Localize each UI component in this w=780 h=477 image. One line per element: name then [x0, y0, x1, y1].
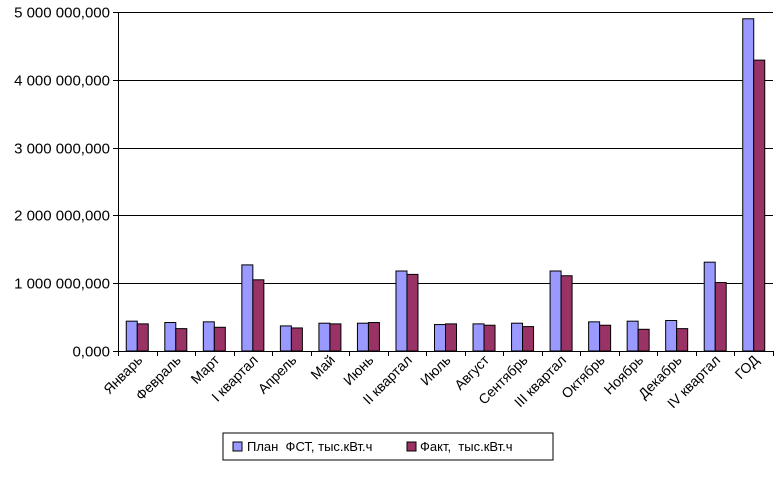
- legend: План ФСТ, тыс.кВт.ч Факт, тыс.кВт.ч: [222, 432, 554, 461]
- bar-fact: [175, 328, 188, 352]
- x-tick-label: Июнь: [340, 352, 376, 388]
- bar-plan: [202, 321, 215, 352]
- legend-frame: [222, 432, 554, 461]
- x-tick-label: Май: [307, 352, 338, 383]
- axes: [113, 12, 774, 356]
- bar-fact: [522, 326, 535, 352]
- y-tick-label: 5 000 000,000: [14, 5, 110, 22]
- bar-fact: [753, 59, 766, 352]
- bar-fact: [676, 328, 689, 352]
- bar-plan: [395, 270, 408, 352]
- bar-fact: [290, 327, 303, 352]
- y-tick-label: 1 000 000,000: [14, 276, 110, 293]
- legend-label-fact: Факт, тыс.кВт.ч: [420, 439, 513, 454]
- bar-plan: [164, 322, 177, 352]
- bar-plan: [356, 322, 369, 352]
- y-tick-label: 4 000 000,000: [14, 73, 110, 90]
- y-tick-label: 0,000: [72, 344, 110, 361]
- bar-fact: [560, 275, 573, 352]
- bar-plan: [742, 18, 755, 352]
- bar-fact: [445, 323, 457, 352]
- bar-plan: [318, 322, 331, 352]
- bar-fact: [136, 323, 149, 352]
- bar-plan: [626, 320, 639, 352]
- bar-fact: [483, 324, 496, 352]
- bar-fact: [637, 328, 650, 352]
- bar-plan: [665, 319, 678, 352]
- bar-plan: [511, 322, 524, 352]
- legend-swatch-fact: [406, 441, 417, 452]
- x-tick-label: ГОД: [732, 351, 763, 382]
- legend-label-plan: План ФСТ, тыс.кВт.ч: [247, 439, 372, 454]
- gridlines: [118, 12, 773, 284]
- y-tick-label: 2 000 000,000: [14, 208, 110, 225]
- bar-fact: [367, 322, 380, 352]
- bar-fact: [406, 273, 419, 352]
- bar-fact: [599, 324, 612, 352]
- bars: [125, 18, 766, 352]
- x-tick-label: Июль: [417, 352, 454, 389]
- x-tick-label: Октябрь: [558, 352, 608, 402]
- x-tick-label: Апрель: [255, 352, 300, 397]
- bar-plan: [588, 321, 601, 352]
- bar-plan: [125, 320, 138, 352]
- x-tick-label: Март: [187, 351, 222, 386]
- bar-plan: [703, 261, 716, 352]
- bar-fact: [329, 323, 342, 352]
- legend-swatch-plan: [232, 441, 243, 452]
- bar-fact: [252, 279, 265, 352]
- bar-plan: [279, 325, 292, 352]
- bar-fact: [213, 326, 226, 352]
- y-tick-labels: 0,000 1 000 000,000 2 000 000,000 3 000 000…: [14, 5, 110, 361]
- bar-plan: [434, 324, 446, 352]
- bar-plan: [549, 270, 562, 352]
- bar-plan: [241, 264, 254, 352]
- bar-plan: [472, 323, 485, 352]
- y-tick-label: 3 000 000,000: [14, 141, 110, 158]
- bar-fact: [714, 282, 727, 352]
